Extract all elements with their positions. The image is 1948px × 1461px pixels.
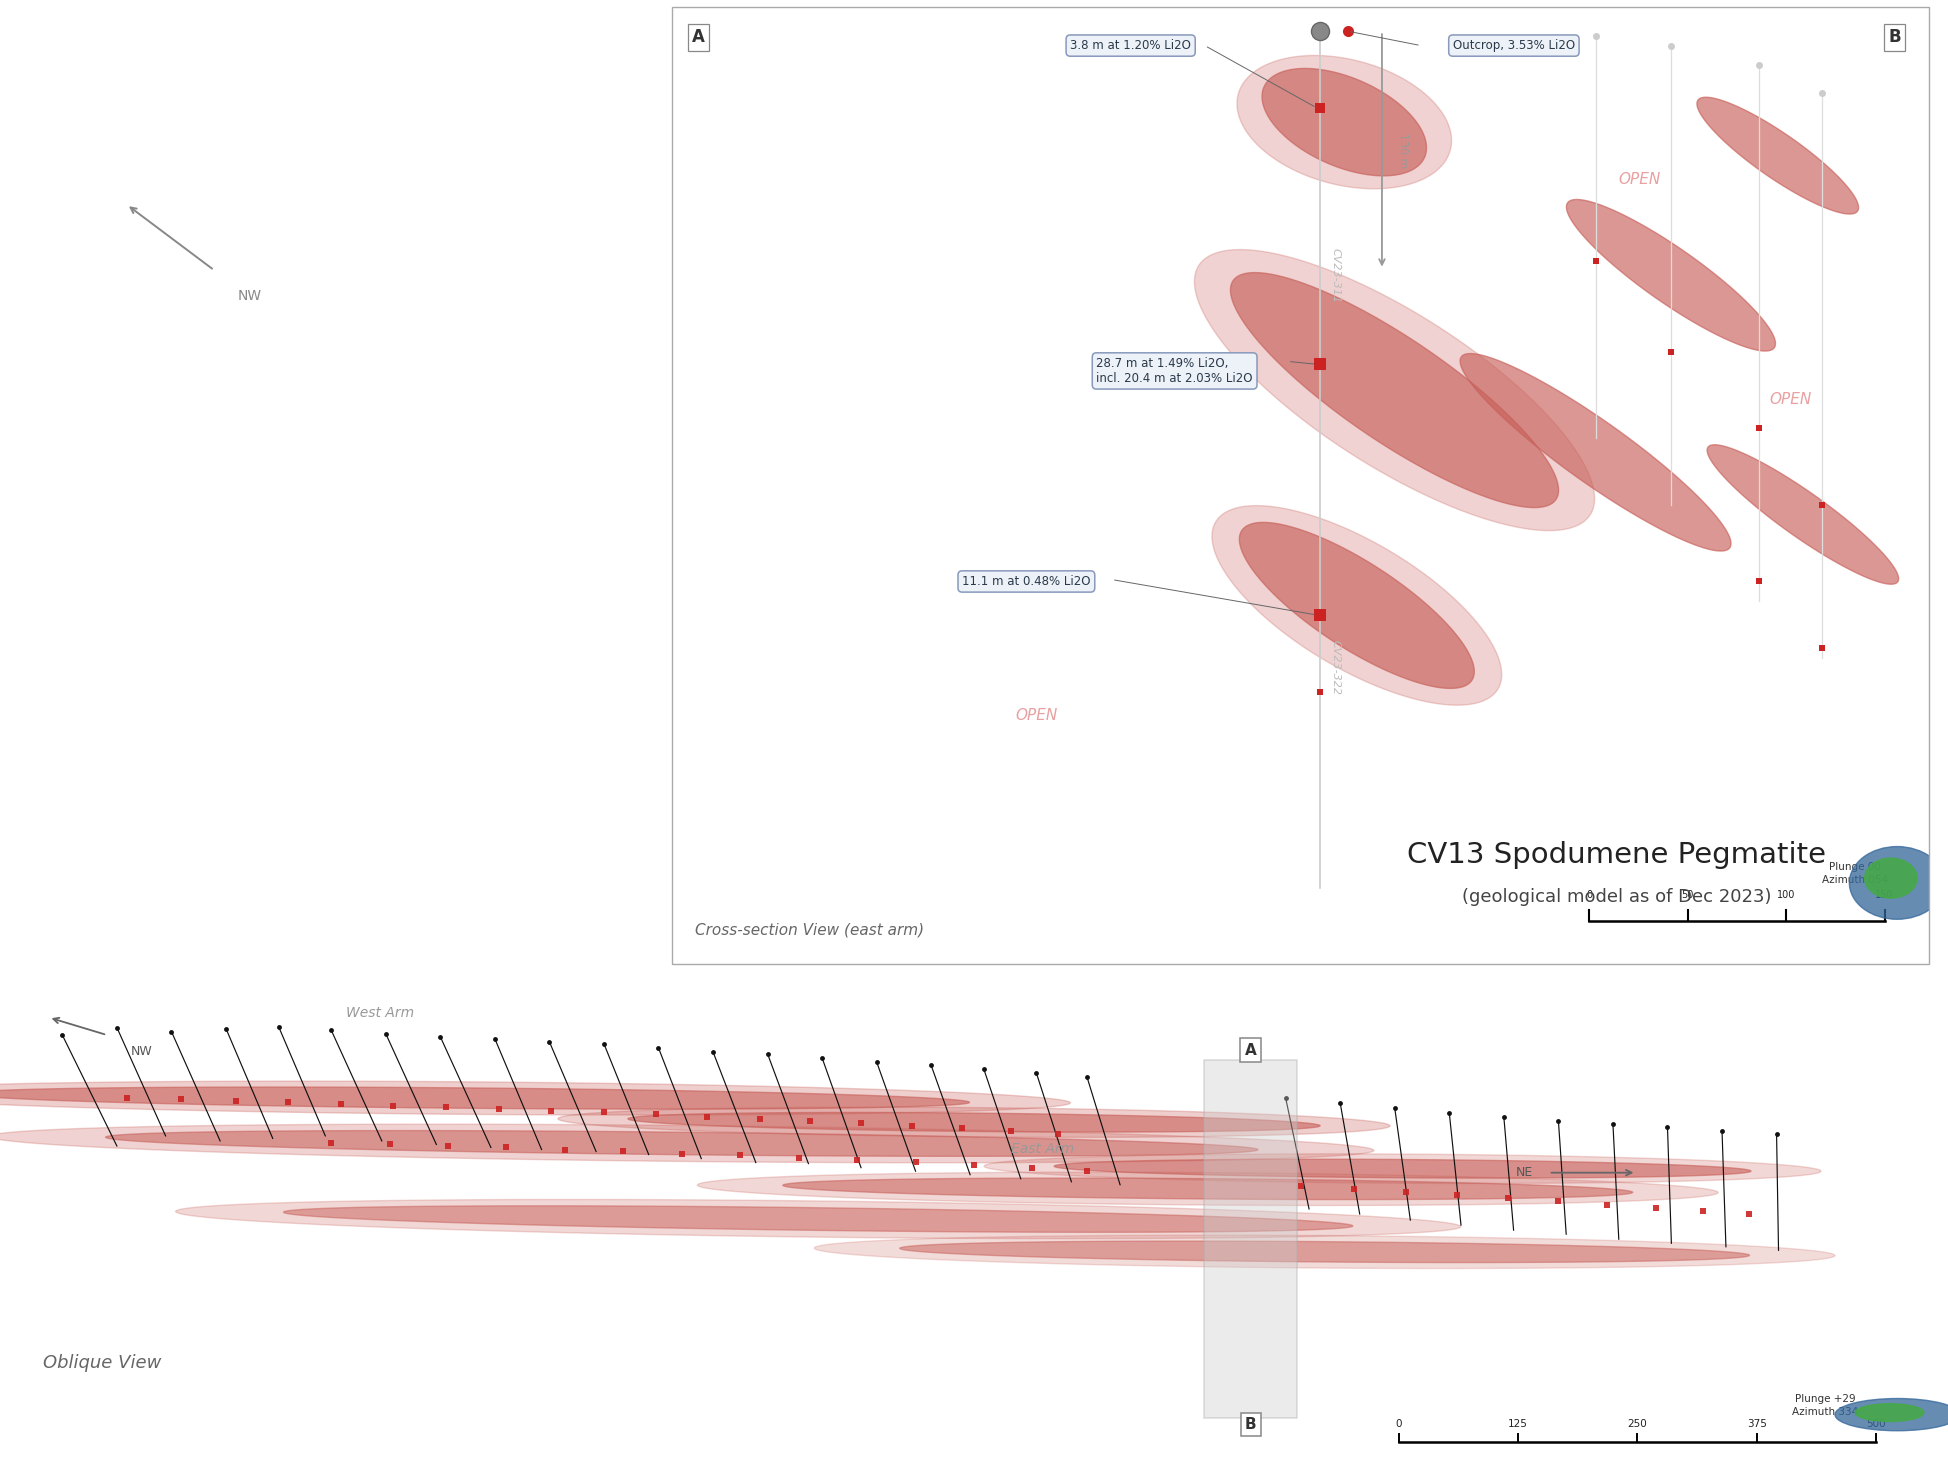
Text: Cross-section View (east arm): Cross-section View (east arm) xyxy=(695,922,923,938)
Polygon shape xyxy=(1706,444,1899,584)
Polygon shape xyxy=(1054,1159,1751,1178)
Text: 130 m: 130 m xyxy=(1399,133,1408,168)
Polygon shape xyxy=(284,1205,1352,1232)
Text: CV13 Spodumene Pegmatite: CV13 Spodumene Pegmatite xyxy=(1406,840,1827,869)
Polygon shape xyxy=(1461,354,1732,551)
Text: Plunge 00
Azimuth 054: Plunge 00 Azimuth 054 xyxy=(1821,862,1888,885)
Text: East Arm: East Arm xyxy=(1011,1143,1073,1156)
Polygon shape xyxy=(1194,250,1595,530)
Text: 3.8 m at 1.20% Li2O: 3.8 m at 1.20% Li2O xyxy=(1069,39,1190,53)
Circle shape xyxy=(1864,858,1917,899)
Text: A: A xyxy=(1245,1043,1256,1058)
Polygon shape xyxy=(697,1172,1718,1205)
Polygon shape xyxy=(0,1124,1373,1163)
Text: 0: 0 xyxy=(1586,890,1592,900)
Text: NE: NE xyxy=(1516,1166,1533,1179)
Polygon shape xyxy=(0,1081,1069,1115)
Circle shape xyxy=(1854,1404,1925,1422)
Polygon shape xyxy=(1262,69,1426,175)
Text: OPEN: OPEN xyxy=(1619,172,1660,187)
Text: CV23-311: CV23-311 xyxy=(1330,248,1340,302)
Polygon shape xyxy=(1697,98,1858,213)
Text: Plunge +29
Azimuth 334: Plunge +29 Azimuth 334 xyxy=(1792,1394,1858,1417)
Polygon shape xyxy=(1237,56,1451,188)
Text: 250: 250 xyxy=(1627,1419,1648,1429)
Text: NW: NW xyxy=(131,1045,152,1058)
Polygon shape xyxy=(557,1107,1391,1138)
Polygon shape xyxy=(175,1199,1461,1239)
Text: 500: 500 xyxy=(1866,1419,1886,1429)
Polygon shape xyxy=(783,1178,1632,1199)
Text: (geological model as of Dec 2023): (geological model as of Dec 2023) xyxy=(1463,888,1771,906)
Text: A: A xyxy=(692,28,705,47)
Polygon shape xyxy=(1212,506,1502,706)
Text: 28.7 m at 1.49% Li2O,
incl. 20.4 m at 2.03% Li2O: 28.7 m at 1.49% Li2O, incl. 20.4 m at 2.… xyxy=(1097,356,1253,384)
Text: 0: 0 xyxy=(1395,1419,1403,1429)
Text: NW: NW xyxy=(238,289,261,304)
Polygon shape xyxy=(0,1087,970,1109)
Polygon shape xyxy=(1239,523,1475,688)
Polygon shape xyxy=(1231,273,1558,507)
Text: 375: 375 xyxy=(1747,1419,1767,1429)
Polygon shape xyxy=(814,1235,1835,1268)
Polygon shape xyxy=(900,1240,1749,1262)
Text: CV23-322: CV23-322 xyxy=(1330,640,1340,695)
Text: West Arm: West Arm xyxy=(347,1007,413,1020)
Text: 50: 50 xyxy=(1681,890,1695,900)
Text: OPEN: OPEN xyxy=(1015,709,1058,723)
Polygon shape xyxy=(627,1112,1321,1132)
Polygon shape xyxy=(1566,200,1775,351)
Polygon shape xyxy=(105,1131,1258,1156)
Text: Oblique View: Oblique View xyxy=(43,1354,162,1372)
Text: 125: 125 xyxy=(1508,1419,1527,1429)
Circle shape xyxy=(1835,1398,1948,1430)
Text: OPEN: OPEN xyxy=(1769,392,1812,408)
FancyBboxPatch shape xyxy=(1204,1061,1297,1419)
Text: 100: 100 xyxy=(1777,890,1796,900)
Circle shape xyxy=(1849,846,1944,919)
Polygon shape xyxy=(984,1154,1821,1183)
Text: 150: 150 xyxy=(1876,890,1893,900)
Text: B: B xyxy=(1888,28,1901,47)
Text: 11.1 m at 0.48% Li2O: 11.1 m at 0.48% Li2O xyxy=(962,576,1091,587)
Text: Outcrop, 3.53% Li2O: Outcrop, 3.53% Li2O xyxy=(1453,39,1574,53)
Text: B: B xyxy=(1245,1417,1256,1432)
